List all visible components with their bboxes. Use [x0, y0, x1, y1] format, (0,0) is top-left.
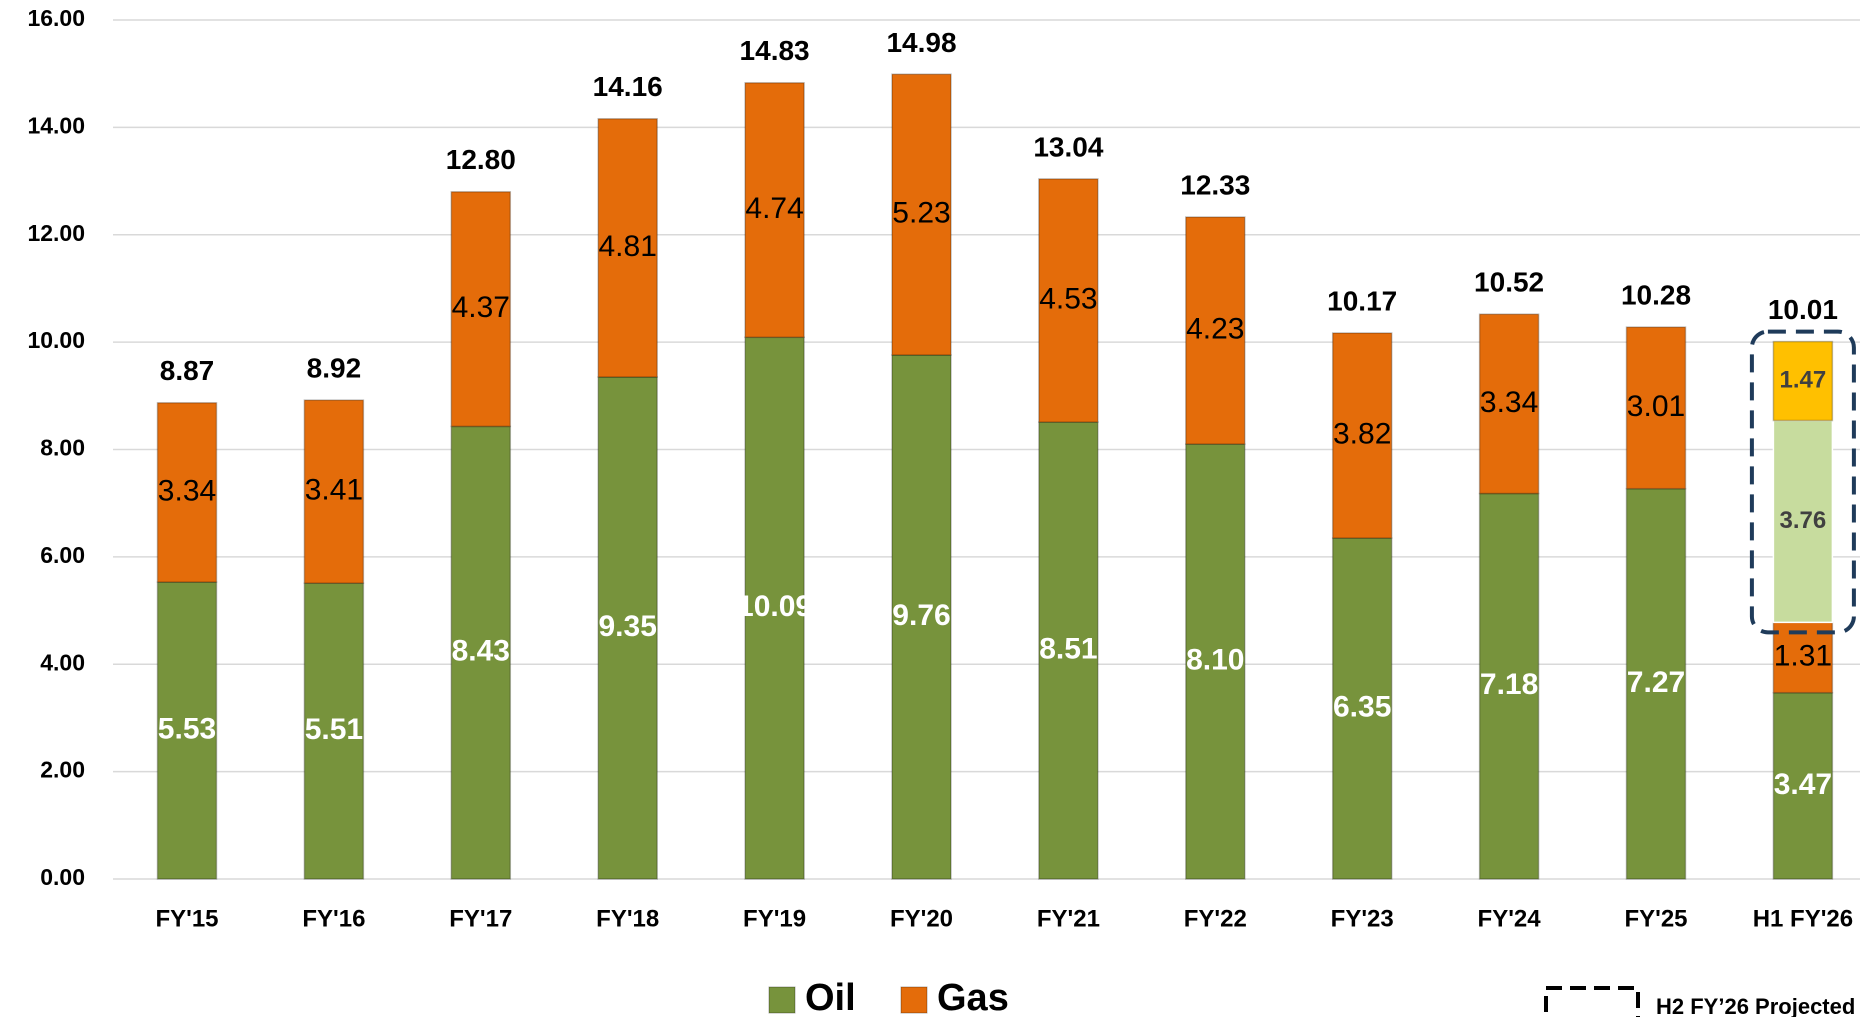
- total-label: 10.01: [1768, 294, 1838, 325]
- bar-segment: [1038, 421, 1099, 880]
- y-tick-label: 10.00: [27, 327, 85, 353]
- segment-label: 3.82: [1333, 417, 1391, 450]
- x-tick-label: FY'23: [1331, 905, 1394, 932]
- bar-segment: [303, 582, 365, 880]
- total-label: 10.28: [1621, 279, 1691, 310]
- x-tick-label: H1 FY'26: [1753, 905, 1853, 932]
- bar-segment: [1772, 419, 1834, 624]
- segment-label: 3.01: [1627, 390, 1685, 423]
- segment-label: 3.76: [1780, 507, 1827, 534]
- segment-label: 5.23: [892, 197, 950, 230]
- x-tick-label: FY'19: [743, 905, 806, 932]
- y-tick-label: 16.00: [27, 5, 85, 31]
- bar-segment: [303, 399, 365, 584]
- bar-segment: [1625, 487, 1687, 880]
- legend-swatch: [900, 986, 928, 1014]
- segment-label: 7.27: [1627, 666, 1685, 699]
- segment-label: 4.53: [1039, 282, 1097, 315]
- segment-label: 4.37: [452, 291, 510, 324]
- x-tick-label: FY'17: [449, 905, 512, 932]
- x-tick-label: FY'24: [1478, 905, 1542, 932]
- total-label: 10.52: [1474, 267, 1544, 298]
- total-label: 12.80: [446, 144, 516, 175]
- segment-label: 8.10: [1186, 643, 1244, 676]
- total-label: 12.33: [1180, 169, 1250, 200]
- segment-label: 8.51: [1039, 632, 1097, 665]
- x-tick-label: FY'20: [890, 905, 953, 932]
- projection-legend-box: [1544, 986, 1640, 1017]
- segment-label: 5.51: [305, 713, 363, 746]
- bar-segment: [1331, 537, 1393, 880]
- segment-label: 3.41: [305, 474, 363, 507]
- segment-label: 9.76: [892, 599, 950, 632]
- bar-segment: [1772, 691, 1834, 880]
- projection-box: [1749, 329, 1856, 635]
- bar-segment: [1772, 340, 1834, 422]
- segment-label: 5.53: [158, 712, 216, 745]
- bar-segment: [1038, 178, 1099, 423]
- bar-segment: [744, 336, 805, 880]
- bar-segment: [1185, 443, 1246, 880]
- bar-segment: [891, 73, 952, 356]
- bar-segment: [1625, 326, 1687, 490]
- projection-legend-label: H2 FY’26 Projected: [1656, 994, 1855, 1017]
- x-tick-label: FY'25: [1624, 905, 1687, 932]
- x-tick-label: FY'15: [155, 905, 218, 932]
- legend-label: Oil: [805, 977, 856, 1017]
- y-tick-label: 4.00: [40, 649, 85, 675]
- bar-segment: [450, 425, 512, 880]
- x-tick-label: FY'22: [1184, 905, 1247, 932]
- segment-label: 4.23: [1186, 313, 1244, 346]
- segment-label: 9.35: [599, 610, 657, 643]
- bar-segment: [450, 191, 512, 428]
- bar-segment: [597, 118, 658, 378]
- x-tick-label: FY'18: [596, 905, 659, 932]
- total-label: 14.83: [740, 35, 810, 66]
- segment-label: 3.47: [1774, 768, 1832, 801]
- total-label: 10.17: [1327, 285, 1397, 316]
- segment-label: 1.47: [1780, 366, 1827, 393]
- segment-label: 3.34: [158, 474, 216, 507]
- segment-label: 10.09: [737, 590, 812, 623]
- x-tick-label: FY'16: [302, 905, 365, 932]
- y-tick-label: 6.00: [40, 542, 85, 568]
- total-label: 14.98: [886, 27, 956, 58]
- y-tick-label: 0.00: [40, 864, 85, 890]
- segment-label: 4.81: [599, 230, 657, 263]
- bar-segment: [1478, 313, 1540, 495]
- total-label: 14.16: [593, 71, 663, 102]
- segment-label: 1.31: [1774, 639, 1832, 672]
- bar-segment: [891, 354, 952, 880]
- total-label: 13.04: [1033, 131, 1103, 162]
- y-tick-label: 12.00: [27, 220, 85, 246]
- legend-label: Gas: [937, 977, 1009, 1017]
- bar-segment: [1185, 216, 1246, 445]
- legend-swatch: [768, 986, 796, 1014]
- segment-label: 4.74: [745, 192, 803, 225]
- total-label: 8.87: [160, 355, 215, 386]
- bar-segment: [156, 402, 218, 583]
- y-tick-label: 8.00: [40, 435, 85, 461]
- bar-segment: [1478, 492, 1540, 880]
- x-tick-label: FY'21: [1037, 905, 1100, 932]
- y-tick-label: 2.00: [40, 757, 85, 783]
- segment-label: 6.35: [1333, 690, 1391, 723]
- bar-segment: [1331, 332, 1393, 539]
- y-tick-label: 14.00: [27, 112, 85, 138]
- bar-segment: [156, 581, 218, 880]
- segment-label: 3.34: [1480, 386, 1538, 419]
- segment-label: 8.43: [452, 635, 510, 668]
- segment-label: 7.18: [1480, 668, 1538, 701]
- bar-segment: [744, 82, 805, 339]
- total-label: 8.92: [307, 352, 362, 383]
